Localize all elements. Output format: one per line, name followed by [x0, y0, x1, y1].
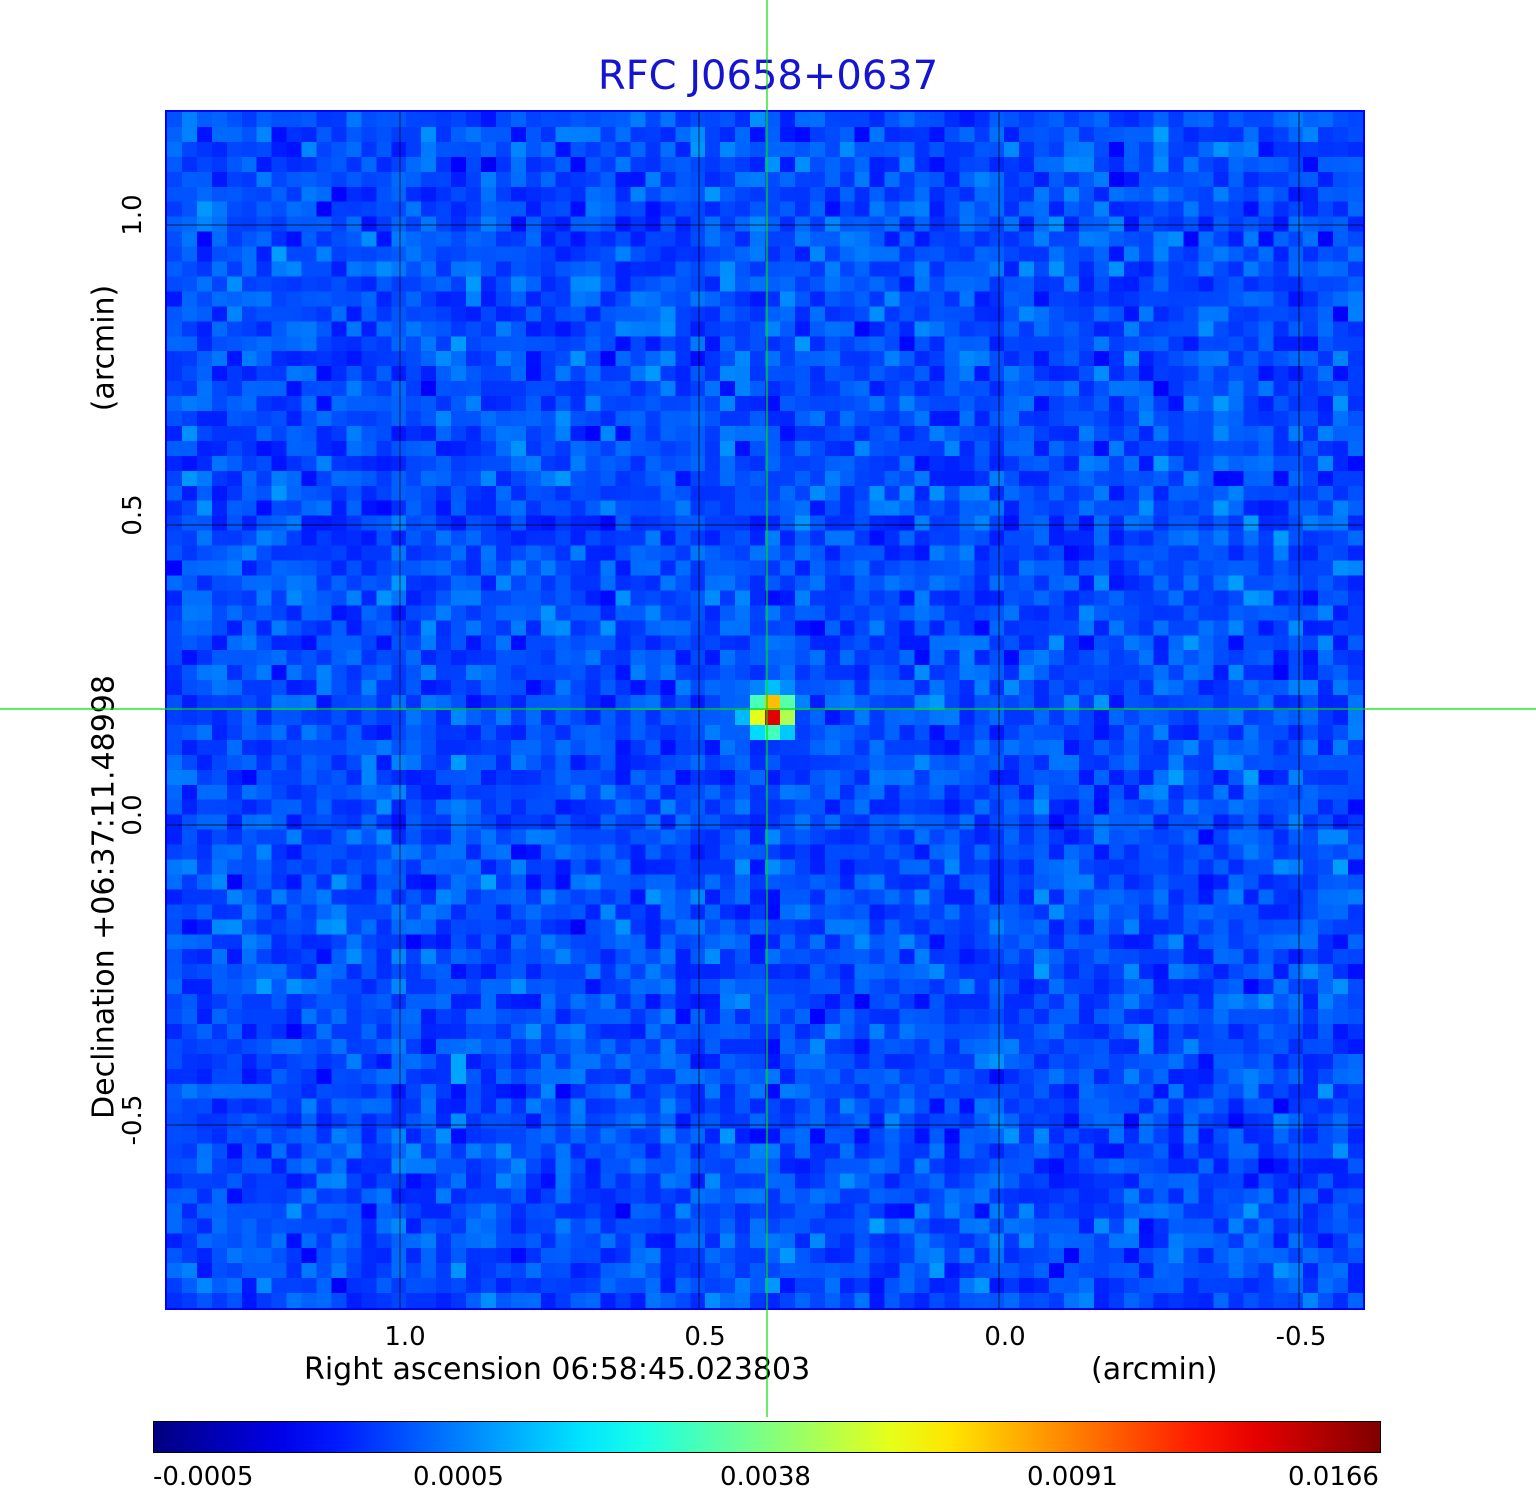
y-axis-label: Declination +06:37:11.48998	[86, 675, 122, 1119]
colorbar-tick-label: 0.0005	[413, 1462, 504, 1492]
y-axis-unit: (arcmin)	[86, 284, 122, 412]
y-tick-label: 1.0	[118, 194, 148, 236]
x-tick-label: 0.5	[684, 1322, 726, 1352]
x-tick-label: 0.0	[984, 1322, 1026, 1352]
y-tick-label: -0.5	[118, 1094, 148, 1146]
x-axis-label: Right ascension 06:58:45.023803	[304, 1352, 811, 1387]
image-canvas	[167, 112, 1363, 1308]
x-axis-unit: (arcmin)	[1091, 1352, 1218, 1387]
map-title: RFC J0658+0637	[597, 53, 939, 99]
colorbar-tick-label: 0.0091	[1027, 1462, 1118, 1492]
colorbar-tick-label: -0.0005	[153, 1462, 254, 1492]
colorbar-tick-label: 0.0038	[720, 1462, 811, 1492]
coordinate-grid	[167, 112, 1363, 1308]
colorbar-tick-label: 0.0166	[1288, 1462, 1379, 1492]
radio-image[interactable]	[165, 110, 1365, 1310]
x-tick-label: 1.0	[384, 1322, 426, 1352]
y-tick-label: 0.5	[118, 494, 148, 536]
x-tick-label: -0.5	[1275, 1322, 1327, 1352]
y-tick-label: 0.0	[118, 794, 148, 836]
colorbar	[153, 1421, 1381, 1453]
